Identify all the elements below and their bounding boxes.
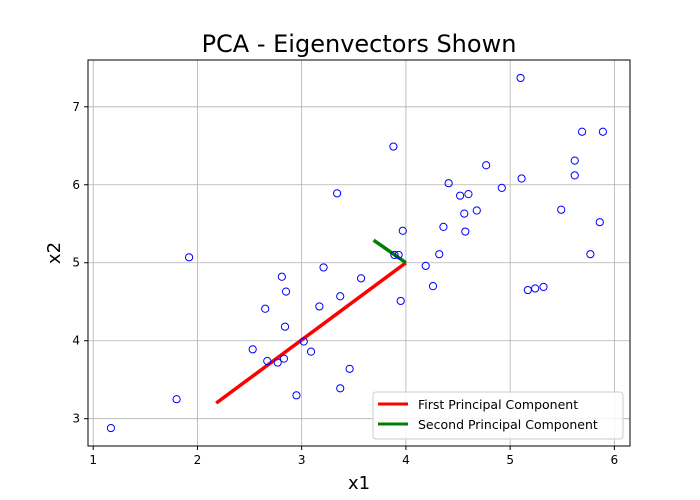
data-point bbox=[570, 171, 579, 180]
legend-label-second-component: Second Principal Component bbox=[418, 417, 598, 432]
data-point bbox=[517, 174, 526, 183]
y-tick-label: 7 bbox=[72, 100, 80, 114]
y-tick-label: 3 bbox=[72, 412, 80, 426]
data-point bbox=[482, 161, 491, 170]
x-tick-label: 2 bbox=[194, 453, 202, 467]
data-point bbox=[336, 384, 345, 393]
data-point bbox=[273, 358, 282, 367]
legend-label-first-component: First Principal Component bbox=[418, 397, 578, 412]
data-point bbox=[428, 282, 438, 291]
data-point bbox=[472, 206, 481, 215]
data-point bbox=[389, 142, 398, 151]
data-point bbox=[398, 226, 407, 235]
data-point bbox=[586, 250, 595, 259]
data-point bbox=[523, 285, 532, 295]
data-point bbox=[444, 179, 453, 188]
data-point bbox=[557, 205, 566, 214]
data-point bbox=[263, 356, 272, 366]
data-point bbox=[394, 250, 403, 260]
x-tick-label: 1 bbox=[89, 453, 97, 467]
data-point bbox=[421, 261, 430, 270]
chart-title: PCA - Eigenvectors Shown bbox=[202, 30, 517, 58]
data-point bbox=[333, 189, 342, 198]
data-point bbox=[539, 282, 548, 292]
data-point bbox=[390, 250, 399, 260]
y-tick-label: 5 bbox=[72, 256, 80, 270]
data-points bbox=[106, 73, 608, 433]
data-point bbox=[531, 284, 540, 293]
data-point bbox=[306, 347, 316, 356]
data-point bbox=[595, 218, 604, 227]
principal-component-lines bbox=[215, 238, 407, 405]
data-point bbox=[277, 272, 286, 281]
data-point bbox=[598, 127, 608, 136]
second-principal-component-line bbox=[372, 238, 407, 265]
y-axis-label: x2 bbox=[44, 242, 65, 264]
x-axis-label: x1 bbox=[348, 473, 370, 494]
data-point bbox=[172, 395, 181, 404]
grid-lines bbox=[88, 60, 630, 446]
data-point bbox=[460, 209, 469, 218]
y-tick-label: 4 bbox=[72, 334, 80, 348]
data-point bbox=[516, 73, 525, 83]
data-point bbox=[396, 296, 405, 306]
legend: First Principal Component Second Princip… bbox=[372, 391, 624, 440]
data-point bbox=[248, 345, 257, 354]
data-point bbox=[456, 191, 465, 200]
data-point bbox=[315, 302, 324, 311]
data-point bbox=[280, 322, 290, 331]
data-point bbox=[439, 222, 448, 231]
data-point bbox=[106, 423, 116, 433]
x-tick-label: 4 bbox=[402, 453, 410, 467]
data-point bbox=[461, 227, 470, 236]
data-point bbox=[299, 337, 308, 346]
data-point bbox=[336, 292, 345, 301]
x-tick-label: 5 bbox=[506, 453, 514, 467]
data-point bbox=[319, 263, 328, 272]
data-point bbox=[281, 287, 291, 296]
x-tick-label: 3 bbox=[298, 453, 306, 467]
data-point bbox=[345, 364, 354, 373]
data-point bbox=[497, 183, 506, 192]
first-principal-component-line bbox=[215, 261, 407, 405]
data-point bbox=[261, 304, 270, 313]
plot-frame bbox=[87, 59, 631, 447]
data-point bbox=[570, 156, 579, 165]
data-point bbox=[279, 354, 289, 363]
data-point bbox=[356, 274, 366, 283]
x-axis-ticks: 1 2 3 4 5 6 bbox=[89, 446, 618, 467]
data-point bbox=[292, 391, 301, 400]
legend-box bbox=[372, 391, 624, 440]
x-tick-label: 6 bbox=[611, 453, 619, 467]
y-axis-ticks: 3 4 5 6 7 bbox=[72, 100, 88, 426]
data-point bbox=[435, 250, 444, 259]
data-point bbox=[185, 253, 194, 262]
y-tick-label: 6 bbox=[72, 178, 80, 192]
data-point bbox=[464, 190, 473, 199]
data-point bbox=[577, 127, 587, 136]
